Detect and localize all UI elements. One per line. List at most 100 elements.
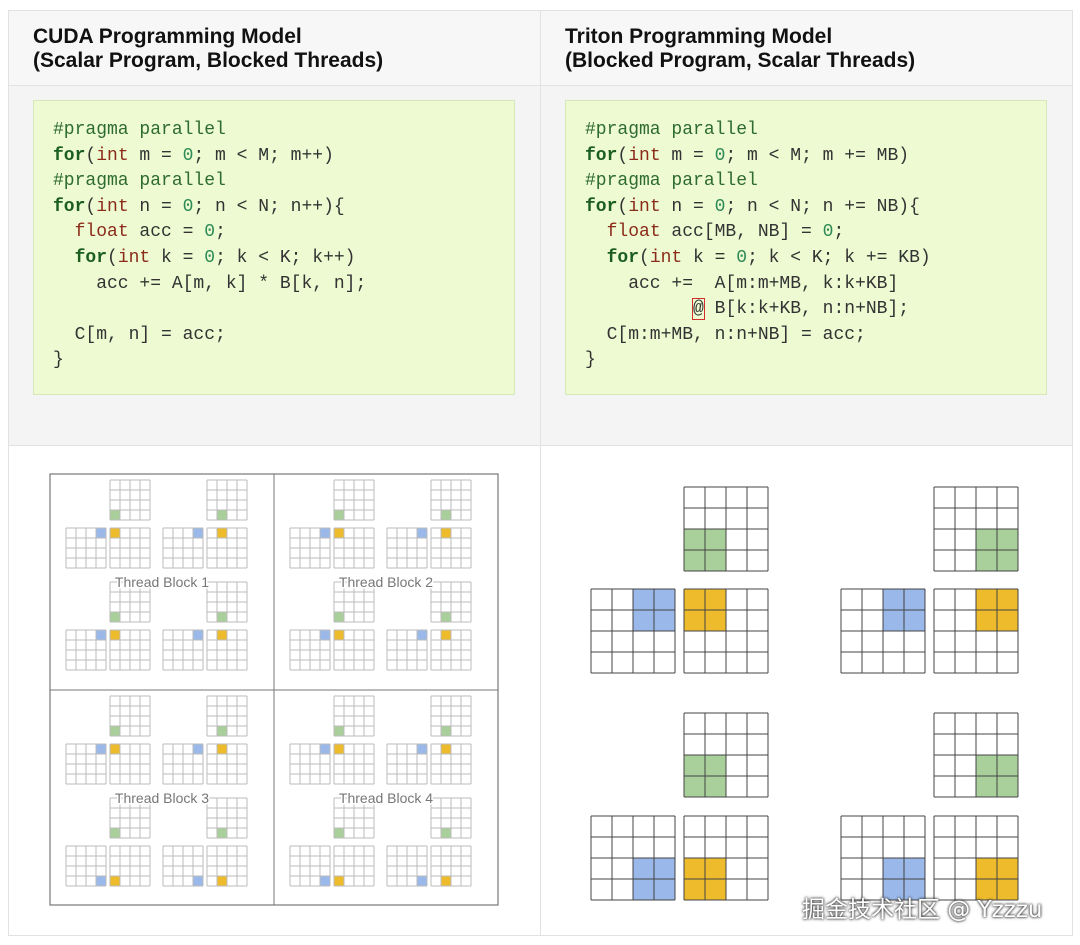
thread-block-label: Thread Block 3 — [115, 790, 209, 806]
tile-cell — [997, 776, 1018, 797]
code-line: #pragma parallel — [585, 118, 931, 144]
tile-cell — [417, 528, 427, 538]
tile-cell — [684, 858, 705, 879]
code-text: m = — [128, 145, 183, 166]
code-token: 0 — [182, 196, 194, 217]
code-line — [53, 297, 366, 323]
code-text — [53, 222, 75, 242]
code-block: #pragma parallel for(int m = 0; m < M; m+… — [53, 118, 366, 374]
title-line: Triton Programming Model — [565, 25, 833, 48]
tile-cell — [684, 879, 705, 900]
code-line: for(int n = 0; n < N; n += NB){ — [585, 195, 931, 221]
tile-cell — [441, 744, 451, 754]
code-line: for(int m = 0; m < M; m += MB) — [585, 144, 931, 170]
code-line: } — [53, 348, 366, 374]
code-line: #pragma parallel — [53, 169, 366, 195]
code-token: @ — [692, 298, 705, 321]
tile-cell — [654, 858, 675, 879]
tile-cell — [110, 510, 120, 520]
tile-cell — [320, 528, 330, 538]
diagram-cell — [540, 445, 1073, 936]
tile-cell — [320, 630, 330, 640]
tile-cell — [417, 630, 427, 640]
code-token: for — [585, 196, 618, 217]
code-token: 0 — [204, 247, 216, 268]
watermark: 掘金技术社区 @ Yzzzu — [802, 897, 1043, 923]
tile-cell — [705, 755, 726, 776]
code-line: for(int m = 0; m < M; m++) — [53, 144, 366, 170]
header-cell — [8, 10, 541, 86]
tile-cell — [96, 744, 106, 754]
code-text: ( — [617, 145, 629, 166]
tile-cell — [110, 528, 120, 538]
tile-cell — [976, 610, 997, 631]
code-text: B[k:k+KB, n:n+NB]; — [703, 299, 910, 320]
tile-cell — [976, 589, 997, 610]
tile-cell — [633, 610, 654, 631]
tile-cell — [110, 876, 120, 886]
code-text: n = — [128, 196, 183, 217]
code-line: C[m:m+MB, n:n+NB] = acc; — [585, 323, 931, 349]
code-token: int — [117, 247, 151, 268]
panel-title: CUDA Programming Model (Scalar Program, B… — [33, 25, 383, 73]
code-token: 0 — [204, 222, 216, 243]
tile-cell — [217, 510, 227, 520]
tile-cell — [334, 828, 344, 838]
code-text: C[m, n] = acc; — [53, 324, 226, 345]
code-text — [585, 222, 607, 242]
tile-cell — [976, 529, 997, 550]
tile-cell — [705, 776, 726, 797]
tile-cell — [633, 858, 654, 879]
tile-cell — [110, 630, 120, 640]
thread-block-label: Thread Block 2 — [339, 574, 433, 590]
code-line: acc += A[m:m+MB, k:k+KB] — [585, 272, 931, 298]
code-token: float — [606, 222, 661, 243]
tile-cell — [441, 528, 451, 538]
tile-cell — [441, 510, 451, 520]
tile-cell — [705, 858, 726, 879]
tile-cell — [904, 610, 925, 631]
tile-cell — [217, 876, 227, 886]
code-token: for — [74, 247, 108, 268]
tile-cell — [684, 776, 705, 797]
tile-cell — [320, 744, 330, 754]
tile-cell — [883, 858, 904, 879]
code-token: int — [649, 247, 683, 268]
code-text: acc += A[m:m+MB, k:k+KB] — [585, 273, 899, 294]
code-text: ; k < K; k++) — [215, 247, 356, 268]
code-block: #pragma parallel for(int m = 0; m < M; m … — [585, 118, 931, 374]
tile-cell — [334, 630, 344, 640]
code-token: #pragma parallel — [585, 171, 758, 192]
code-token: 0 — [182, 145, 194, 166]
code-text: acc[MB, NB] = — [660, 222, 823, 243]
code-text: ; n < N; n++){ — [193, 196, 345, 217]
tile-cell — [976, 879, 997, 900]
code-text: C[m:m+MB, n:n+NB] = acc; — [585, 324, 866, 345]
code-token: int — [628, 196, 661, 217]
tile-cell — [705, 879, 726, 900]
tile-cell — [654, 589, 675, 610]
tile-cell — [417, 744, 427, 754]
code-token: for — [585, 145, 618, 166]
code-text: k = — [150, 247, 205, 268]
code-text: ( — [107, 247, 118, 268]
title-line: (Scalar Program, Blocked Threads) — [33, 49, 384, 72]
code-token: int — [96, 145, 129, 166]
code-text: ; — [833, 222, 845, 243]
code-text: ; — [215, 222, 226, 243]
code-line: #pragma parallel — [585, 169, 931, 195]
tile-cell — [705, 610, 726, 631]
tile-cell — [904, 879, 925, 900]
tile-cell — [441, 726, 451, 736]
tile-cell — [997, 879, 1018, 900]
code-text: ; n < N; n += NB){ — [725, 196, 920, 217]
tile-cell — [334, 876, 344, 886]
code-token: #pragma parallel — [53, 171, 226, 192]
tile-cell — [110, 828, 120, 838]
tile-cell — [976, 858, 997, 879]
code-text: n = — [660, 196, 715, 217]
code-line: float acc = 0; — [53, 220, 366, 246]
tile-cell — [904, 589, 925, 610]
code-line: for(int n = 0; n < N; n++){ — [53, 195, 366, 221]
